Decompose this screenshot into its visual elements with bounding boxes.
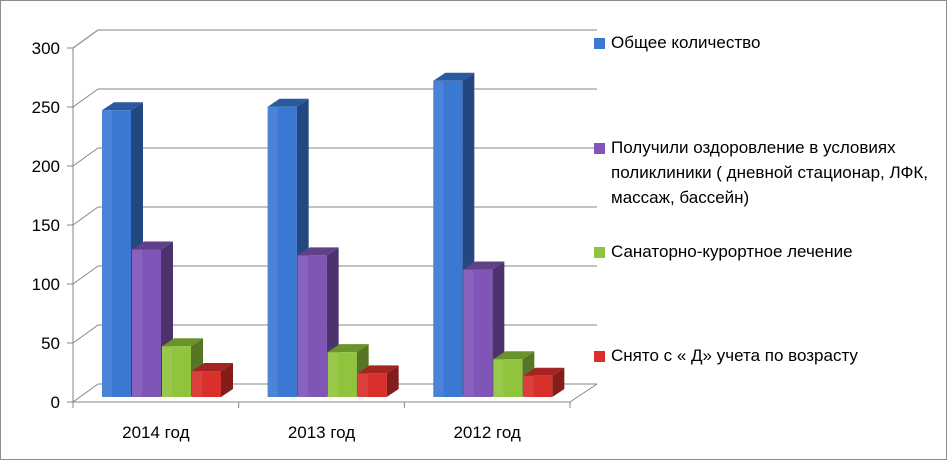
bar-top (327, 344, 369, 353)
y-axis-ticks: 0 50 100 150 200 250 300 (32, 39, 60, 412)
legend-label-deregistered: Снято с « Д» учета по возрасту (611, 346, 858, 365)
gridline-side (72, 29, 99, 49)
bar (523, 367, 565, 397)
y-tick-label: 200 (32, 157, 60, 176)
bar (192, 363, 233, 397)
floor-right-edge (569, 383, 598, 403)
bar-top (267, 98, 309, 107)
y-tick-label: 300 (32, 39, 60, 58)
y-tick-label: 0 (51, 393, 60, 412)
bar-highlight (463, 269, 474, 397)
category-label: 2012 год (453, 423, 520, 442)
legend-swatch-polyclinic (594, 143, 605, 154)
legend-label-sanatorium: Санаторно-курортное лечение (611, 242, 853, 261)
gridline-side (72, 383, 99, 403)
gridline-side (72, 88, 99, 108)
bar-highlight (327, 352, 338, 397)
legend-label-total: Общее количество (611, 33, 761, 52)
bar-top (357, 365, 399, 374)
y-tick-label: 100 (32, 275, 60, 294)
bar-top (493, 351, 535, 360)
bars (102, 72, 565, 397)
bar (433, 72, 475, 397)
gridline-side (72, 265, 99, 285)
bar-highlight (162, 346, 173, 397)
y-tick-label: 50 (41, 334, 60, 353)
bar-highlight (523, 375, 534, 397)
bar-highlight (433, 80, 444, 397)
legend-swatch-deregistered (594, 351, 605, 362)
bar-side (221, 363, 233, 397)
bar (357, 365, 399, 397)
bar-highlight (192, 371, 203, 397)
bar-highlight (357, 373, 368, 397)
bar-top (297, 247, 339, 256)
bar-top (433, 72, 475, 81)
bar-top (463, 261, 505, 270)
bar (297, 247, 339, 397)
bar-side (552, 367, 565, 397)
bar-highlight (132, 249, 143, 397)
y-tick-label: 150 (32, 216, 60, 235)
bar-highlight (267, 106, 278, 397)
bar-highlight (102, 110, 113, 397)
bar-top (523, 367, 565, 376)
legend-label-polyclinic: Получили оздоровление в условиях поликли… (611, 138, 929, 207)
bar-top (102, 102, 143, 111)
y-tick-label: 250 (32, 98, 60, 117)
category-labels: 2014 год 2013 год 2012 год (122, 423, 521, 442)
bar-top (162, 338, 203, 347)
gridline-side (72, 147, 99, 167)
legend-swatch-total (594, 38, 605, 49)
gridline-side (72, 206, 99, 226)
bar-highlight (493, 359, 504, 397)
category-label: 2014 год (122, 423, 189, 442)
bar-top (132, 241, 173, 250)
category-label: 2013 год (288, 423, 355, 442)
bar-top (192, 363, 233, 372)
gridline-side (72, 324, 99, 344)
bar-highlight (297, 255, 308, 397)
legend-swatch-sanatorium (594, 247, 605, 258)
bar-side (386, 365, 399, 397)
